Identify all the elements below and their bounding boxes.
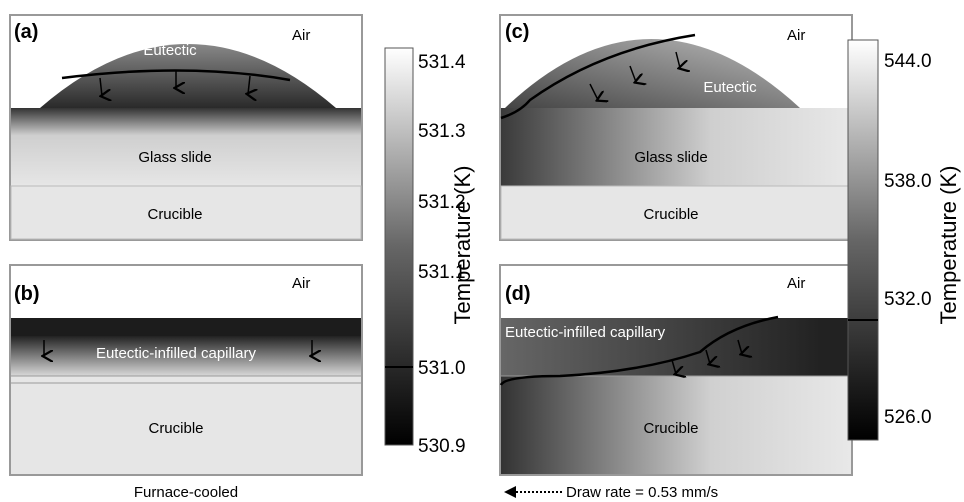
region-label: Crucible bbox=[148, 420, 203, 437]
region-label: Eutectic-infilled capillary bbox=[96, 345, 257, 362]
panel-b: (b) Air Eutectic-infilled capillary Cruc… bbox=[10, 265, 362, 475]
tick-label: 530.9 bbox=[418, 436, 466, 457]
colorbar-title: Temperature (K) bbox=[936, 166, 961, 325]
glass-slide bbox=[11, 108, 361, 186]
panel-label: (c) bbox=[505, 21, 529, 43]
tick-label: 531.0 bbox=[418, 358, 466, 379]
air-label: Air bbox=[787, 27, 805, 44]
caption: Furnace-cooled bbox=[134, 484, 238, 501]
colorbar: 531.4 531.3 531.2 531.1 531.0 530.9 Temp… bbox=[385, 48, 475, 457]
colorbar-gradient bbox=[848, 40, 878, 440]
air-label: Air bbox=[292, 27, 310, 44]
page: (a) Air Eutectic Glass slide Crucible (b… bbox=[0, 0, 964, 502]
panel-label: (b) bbox=[14, 283, 40, 305]
panel-label: (a) bbox=[14, 21, 38, 43]
colorbar-title: Temperature (K) bbox=[450, 166, 475, 325]
panel-d: (d) Air Eutectic-infilled capillary Cruc… bbox=[500, 265, 852, 475]
air-label: Air bbox=[787, 275, 805, 292]
region-label: Eutectic-infilled capillary bbox=[505, 324, 666, 341]
tick-label: 531.3 bbox=[418, 121, 466, 142]
region-label: Glass slide bbox=[138, 149, 211, 166]
region-label: Eutectic bbox=[703, 79, 757, 96]
capillary-end bbox=[821, 318, 851, 376]
colorbar: 544.0 538.0 532.0 526.0 Temperature (K) bbox=[848, 40, 961, 440]
figure: (a) Air Eutectic Glass slide Crucible (b… bbox=[0, 0, 964, 502]
glass-slide bbox=[501, 108, 851, 186]
tick-label: 526.0 bbox=[884, 407, 932, 428]
panel-c: (c) Air Eutectic Glass slide Crucible bbox=[500, 15, 852, 240]
draw-arrow-head bbox=[504, 486, 516, 498]
tick-label: 544.0 bbox=[884, 51, 932, 72]
region-label: Crucible bbox=[643, 206, 698, 223]
region-label: Crucible bbox=[147, 206, 202, 223]
tick-label: 531.4 bbox=[418, 52, 466, 73]
colorbar-gradient bbox=[385, 48, 413, 445]
tick-label: 538.0 bbox=[884, 171, 932, 192]
region-label: Eutectic bbox=[143, 42, 197, 59]
panel-label: (d) bbox=[505, 283, 531, 305]
caption: Draw rate = 0.53 mm/s bbox=[566, 484, 718, 501]
region-label: Crucible bbox=[643, 420, 698, 437]
panel-a: (a) Air Eutectic Glass slide Crucible bbox=[10, 15, 362, 240]
capillary-wall bbox=[11, 318, 361, 336]
air-label: Air bbox=[292, 275, 310, 292]
tick-label: 532.0 bbox=[884, 289, 932, 310]
region-label: Glass slide bbox=[634, 149, 707, 166]
